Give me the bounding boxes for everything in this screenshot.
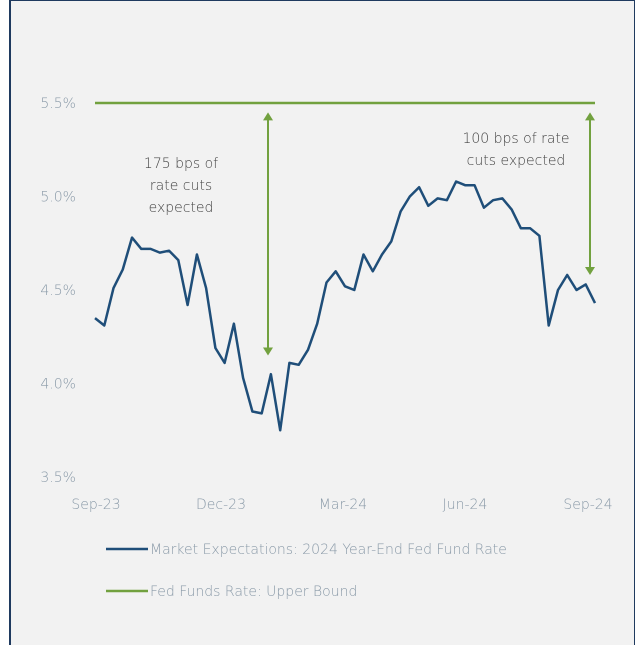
annotation-text: 175 bps of xyxy=(144,156,218,172)
series-lines xyxy=(94,101,597,432)
y-tick-label: 4.0% xyxy=(40,377,76,393)
legend-label: Market Expectations: 2024 Year-End Fed F… xyxy=(150,542,507,558)
annotation-text: cuts expected xyxy=(467,153,566,169)
legend-label: Fed Funds Rate: Upper Bound xyxy=(150,584,357,600)
annotation-text: 100 bps of rate xyxy=(462,131,569,147)
y-axis-ticks: 5.5% 5.0% 4.5% 4.0% 3.5% xyxy=(40,96,76,486)
legend: Market Expectations: 2024 Year-End Fed F… xyxy=(106,542,507,600)
x-tick-label: Jun-24 xyxy=(443,497,488,513)
y-tick-label: 5.0% xyxy=(40,190,76,206)
x-tick-label: Sep-23 xyxy=(71,497,120,513)
annotation-text: rate cuts xyxy=(150,178,212,194)
y-tick-label: 3.5% xyxy=(40,470,76,486)
x-axis-ticks: Sep-23 Dec-23 Mar-24 Jun-24 Sep-24 xyxy=(71,497,612,513)
series-line-market-expectations xyxy=(94,180,597,432)
legend-item: Fed Funds Rate: Upper Bound xyxy=(106,584,357,600)
x-tick-label: Mar-24 xyxy=(319,497,367,513)
chart-frame xyxy=(9,0,635,645)
annotation-text: expected xyxy=(149,200,214,216)
x-tick-label: Dec-23 xyxy=(196,497,246,513)
annotation-arrow xyxy=(585,112,595,276)
annotations: 175 bps of rate cuts expected 100 bps of ra… xyxy=(144,112,595,356)
y-tick-label: 4.5% xyxy=(40,283,76,299)
x-tick-label: Sep-24 xyxy=(563,497,612,513)
annotation-arrow xyxy=(263,112,273,356)
legend-item: Market Expectations: 2024 Year-End Fed F… xyxy=(106,542,507,558)
y-tick-label: 5.5% xyxy=(40,96,76,112)
